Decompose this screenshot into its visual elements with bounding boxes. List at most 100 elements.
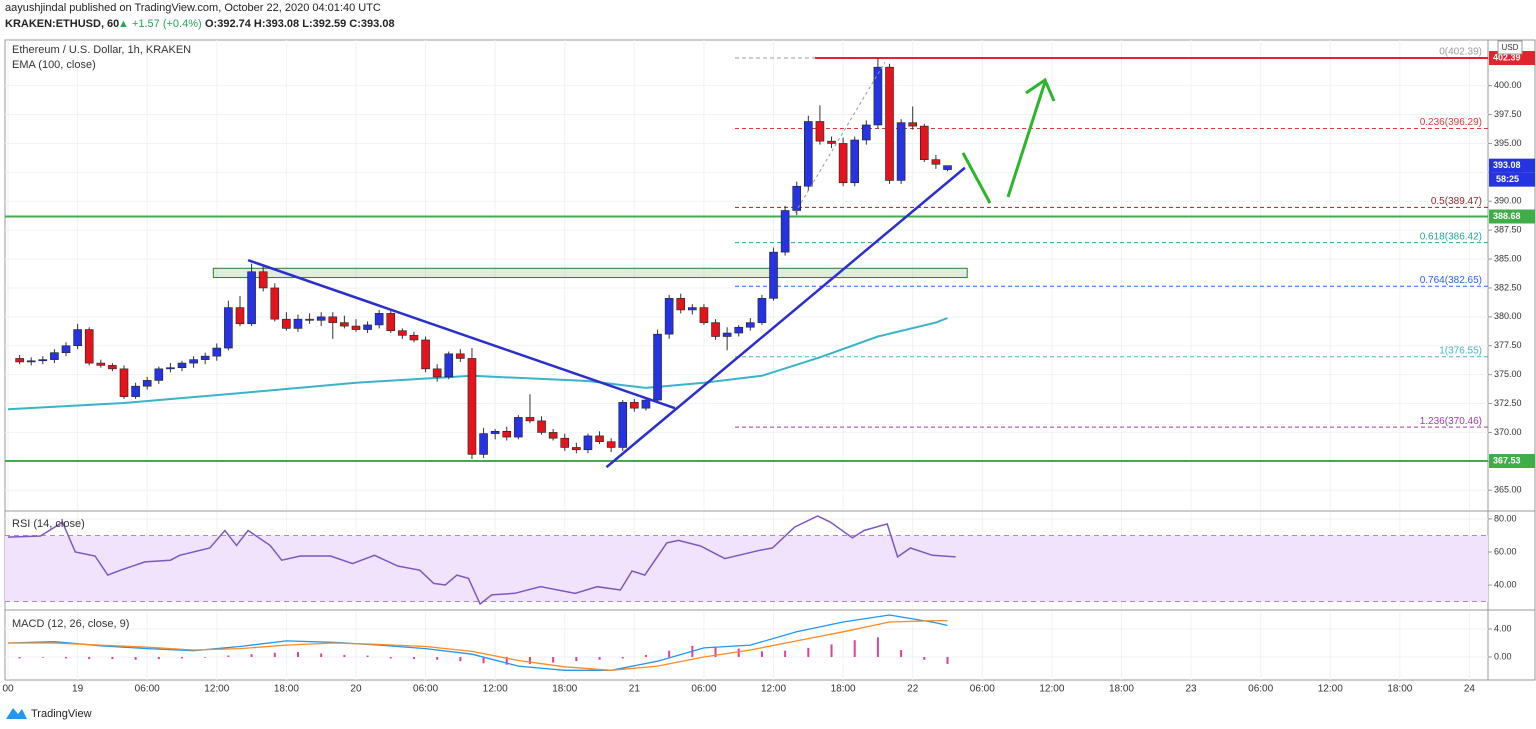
- price-box: [1489, 209, 1535, 224]
- candle-body: [862, 124, 871, 141]
- candle-body: [734, 326, 744, 334]
- y-tick-label: 390.00: [1494, 196, 1522, 206]
- candle-body: [780, 210, 790, 253]
- y-tick-label: 377.50: [1494, 340, 1522, 350]
- x-tick-label: 18:00: [1109, 684, 1134, 695]
- candle-body: [583, 435, 593, 451]
- candle-body: [340, 322, 349, 327]
- candle-body: [50, 352, 59, 360]
- macd-histogram-bar: [320, 653, 323, 657]
- candle-body: [38, 359, 48, 362]
- candle-body: [850, 139, 860, 184]
- candle-body: [722, 332, 732, 337]
- candle-body: [166, 367, 175, 370]
- candle-body: [177, 362, 187, 369]
- candle-body: [154, 368, 164, 381]
- candle-body: [618, 402, 628, 448]
- y-tick-label: 0.00: [1494, 651, 1512, 661]
- pane-title: MACD (12, 26, close, 9): [12, 618, 129, 630]
- macd-histogram-bar: [784, 650, 787, 657]
- currency-box: [1497, 40, 1523, 55]
- rsi-line: [7, 515, 956, 606]
- candle-body: [873, 66, 883, 126]
- candle-body: [827, 140, 836, 144]
- candle-body: [119, 368, 129, 397]
- price-box: [1489, 453, 1535, 468]
- macd-histogram-bar: [737, 648, 740, 657]
- candle-body: [746, 322, 755, 328]
- macd-line: [8, 619, 948, 671]
- rsi-band: [5, 535, 1488, 602]
- macd-histogram-bar: [204, 656, 207, 658]
- macd-histogram-bar: [41, 656, 44, 658]
- candle-body: [363, 324, 372, 330]
- candle-body: [548, 432, 558, 439]
- candle-body: [409, 335, 419, 341]
- publish-line: aayushjindal published on TradingView.co…: [5, 2, 381, 14]
- fib-label: 0(402.39): [1439, 47, 1482, 58]
- x-tick-label: 22: [907, 684, 919, 695]
- x-tick-label: 21: [629, 684, 641, 695]
- macd-histogram-bar: [528, 656, 531, 664]
- panes: 00 19 06:00 12:00 18:00 20 06:00 12:00 18:00 21 06…: [2, 39, 1536, 695]
- macd-line: [7, 614, 948, 671]
- candle-body: [73, 329, 82, 347]
- macd-histogram-bar: [505, 656, 508, 665]
- candle-body: [688, 307, 697, 311]
- candle-body: [142, 380, 152, 387]
- macd-histogram-bar: [436, 656, 439, 660]
- y-tick-label: 380.00: [1494, 311, 1522, 321]
- macd-histogram-bar: [343, 654, 346, 657]
- x-tick-label: 06:00: [135, 684, 160, 695]
- frame: [4, 39, 1536, 681]
- candle-body: [641, 399, 651, 409]
- y-tick-label: 382.50: [1494, 282, 1522, 292]
- candle-body: [630, 402, 639, 409]
- macd-histogram-bar: [621, 656, 624, 659]
- macd-histogram-bar: [714, 646, 717, 657]
- candle-body: [606, 441, 616, 448]
- candle-body: [711, 322, 720, 337]
- candle-body: [61, 345, 71, 353]
- x-tick-label: 06:00: [691, 684, 716, 695]
- macd-histogram-bar: [923, 656, 926, 660]
- x-tick-label: 19: [72, 684, 84, 695]
- macd-histogram-bar: [134, 656, 137, 660]
- candle-body: [351, 325, 361, 330]
- trendline: [247, 259, 676, 410]
- macd-histogram-bar: [273, 652, 276, 657]
- candle-body: [653, 333, 662, 401]
- candle-body: [189, 359, 198, 364]
- candle-body: [572, 447, 581, 451]
- macd-histogram-bar: [946, 656, 949, 664]
- fib-label: 1(376.55): [1439, 345, 1482, 356]
- macd-histogram-bar: [227, 655, 230, 657]
- y-tick-label: 365.00: [1494, 485, 1522, 495]
- macd-histogram-bar: [250, 654, 253, 657]
- candle-body: [444, 353, 454, 378]
- candle-body: [386, 313, 396, 332]
- candle-body: [328, 316, 338, 323]
- candle-body: [943, 165, 952, 170]
- candle-body: [456, 353, 465, 359]
- annotations: [794, 61, 1056, 214]
- price-box-label: 388.68: [1493, 211, 1521, 221]
- candle-body: [258, 271, 268, 289]
- candle-body: [26, 360, 36, 363]
- macd-histogram-bar: [157, 656, 160, 660]
- candle-body: [316, 316, 326, 321]
- macd-histogram-bar: [760, 651, 763, 657]
- macd-histogram-bar: [389, 656, 392, 659]
- y-tick-label: 40.00: [1494, 579, 1517, 589]
- macd-histogram-bar: [18, 656, 21, 659]
- footer-logo: TradingView: [6, 708, 92, 720]
- x-tick-label: 23: [1186, 684, 1198, 695]
- x-tick-label: 12:00: [1318, 684, 1343, 695]
- candle-body: [502, 430, 512, 438]
- y-tick-label: 60.00: [1494, 546, 1517, 556]
- y-tick-label: 395.00: [1494, 138, 1522, 148]
- macd-histogram-bar: [180, 656, 183, 659]
- candle-body: [108, 365, 117, 370]
